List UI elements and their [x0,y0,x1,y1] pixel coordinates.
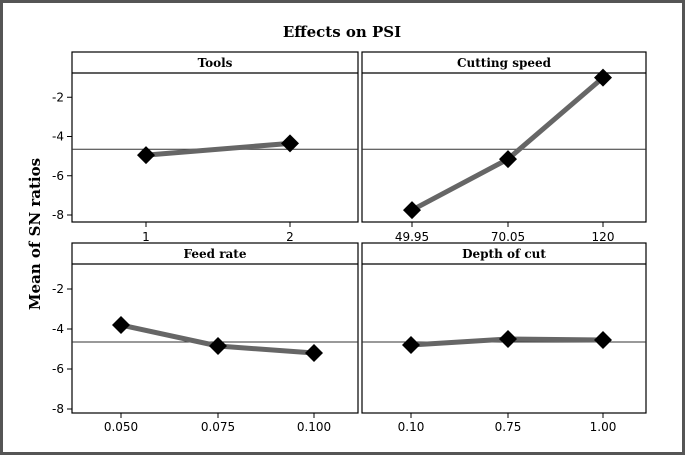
panel-title: Feed rate [184,247,247,261]
series-line [145,140,291,158]
data-point-marker [402,336,420,354]
x-tick-label: 1.00 [590,420,617,434]
x-tick-label: 49.95 [395,230,429,244]
x-tick-label: 70.05 [491,230,525,244]
y-tick-label: -2 [52,90,64,104]
x-tick-label: 0.050 [104,420,138,434]
y-tick-label: -8 [52,402,64,416]
panel-frame [71,51,359,223]
data-point-marker [112,316,130,334]
data-point-marker [281,134,299,153]
x-tick-label: 0.075 [201,420,235,434]
chart-title: Effects on PSI [283,23,401,41]
data-point-marker [594,331,612,349]
panel-frame [361,242,647,414]
y-tick-label: -4 [52,322,64,336]
y-tick-label: -6 [52,362,64,376]
panel-title: Cutting speed [457,56,552,70]
data-point-marker [209,337,227,355]
y-tick-label: -4 [52,130,64,144]
x-tick-label: 0.75 [495,420,522,434]
y-tick-label: -6 [52,169,64,183]
x-tick-label: 1 [142,230,150,244]
data-point-marker [305,344,323,362]
data-point-marker [499,150,517,169]
panel-frame [71,242,359,414]
y-axis-label: Mean of SN ratios [26,158,44,310]
data-point-marker [137,146,155,165]
data-point-marker [499,330,517,348]
data-point-marker [594,68,612,87]
y-tick-label: -8 [52,208,64,222]
x-tick-label: 120 [592,230,615,244]
x-tick-label: 0.10 [398,420,425,434]
data-point-marker [403,201,421,220]
x-tick-label: 2 [286,230,294,244]
panel-title: Tools [198,56,233,70]
y-tick-label: -2 [52,282,64,296]
x-tick-label: 0.100 [297,420,331,434]
panel-title: Depth of cut [462,247,546,261]
